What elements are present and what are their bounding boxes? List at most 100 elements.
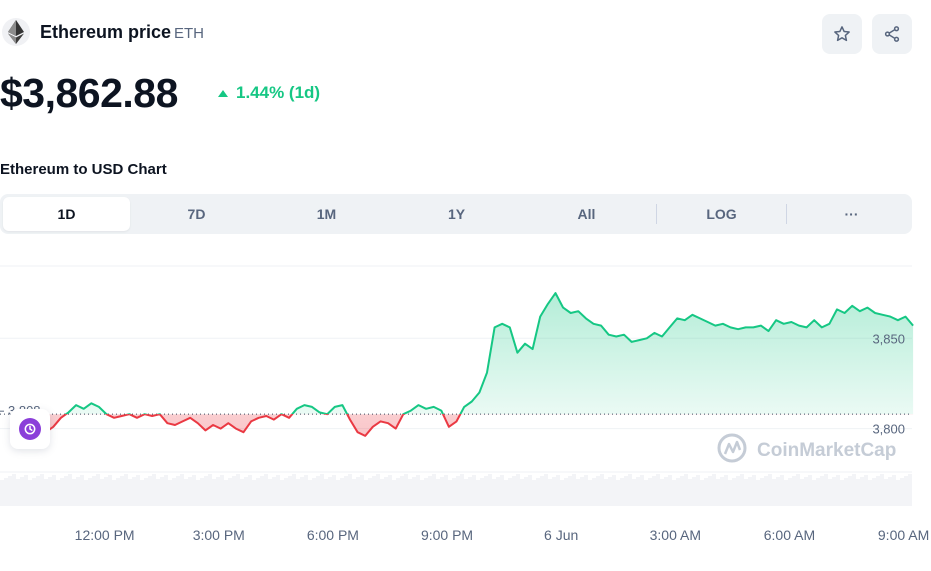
volume-bar [180, 474, 184, 506]
volume-bar [96, 474, 100, 506]
tab-all[interactable]: All [577, 206, 596, 222]
x-tick-label: 12:00 PM [75, 527, 135, 543]
volume-bar [24, 475, 28, 506]
tab-log[interactable]: LOG [706, 206, 737, 222]
volume-bar [40, 474, 44, 506]
volume-bar [428, 476, 432, 506]
volume-bar [20, 477, 24, 506]
volume-bar [604, 479, 608, 506]
tab-7d[interactable]: 7D [187, 206, 206, 222]
volume-bar [548, 479, 552, 506]
volume-bar [760, 478, 764, 506]
caret-up-icon [218, 89, 228, 97]
volume-bar [176, 476, 180, 506]
volume-bar [436, 479, 440, 506]
volume-bar [528, 475, 532, 506]
volume-bar [380, 479, 384, 506]
volume-bar [740, 474, 744, 506]
volume-bar [680, 476, 684, 506]
tab-1y[interactable]: 1Y [447, 206, 466, 222]
volume-bar [896, 480, 900, 506]
volume-bar [276, 475, 280, 506]
favorite-button[interactable] [822, 14, 862, 54]
volume-bar [748, 477, 752, 506]
volume-bar [252, 480, 256, 506]
volume-bar [588, 480, 592, 506]
tab-1d[interactable]: 1D [3, 197, 130, 231]
volume-bar [840, 480, 844, 506]
x-tick-label: 6 Jun [544, 527, 578, 543]
volume-bar [584, 475, 588, 506]
volume-bar [444, 475, 448, 506]
volume-bar [732, 478, 736, 506]
share-button[interactable] [872, 14, 912, 54]
volume-bar [336, 480, 340, 506]
volume-bar [736, 476, 740, 506]
x-tick-label: 6:00 AM [764, 527, 815, 543]
coin-symbol: ETH [174, 25, 204, 42]
volume-bar [792, 476, 796, 506]
volume-bar [240, 479, 244, 506]
volume-bar [264, 474, 268, 506]
volume-bar [200, 478, 204, 506]
volume-bar [820, 476, 824, 506]
price-change-value: 1.44% (1d) [236, 83, 321, 102]
volume-bar [304, 475, 308, 506]
volume-strip [0, 474, 912, 506]
watermark-logo: CoinMarketCap [717, 433, 896, 463]
volume-bar [672, 480, 676, 506]
y-tick-label: 3,800 [872, 422, 905, 437]
volume-bar [160, 477, 164, 506]
tab-more[interactable]: ··· [844, 206, 859, 222]
volume-bar [900, 478, 904, 506]
volume-bar [524, 477, 528, 506]
volume-bar [128, 479, 132, 506]
volume-bar [208, 474, 212, 506]
price-line-up [64, 292, 914, 415]
volume-bar [476, 480, 480, 506]
volume-bar [400, 476, 404, 506]
volume-bar [156, 479, 160, 506]
volume-bar [764, 476, 768, 506]
price-change: 1.44% (1d) [218, 83, 320, 103]
volume-bar [644, 480, 648, 506]
volume-bar [572, 474, 576, 506]
volume-bar [532, 480, 536, 506]
volume-bar [908, 474, 912, 506]
volume-bar [544, 474, 548, 506]
volume-bar [368, 478, 372, 506]
volume-bar [0, 480, 4, 506]
volume-bar [440, 477, 444, 506]
volume-bar [80, 475, 84, 506]
volume-bar [500, 475, 504, 506]
volume-bar [616, 480, 620, 506]
volume-bar [292, 474, 296, 506]
current-price: $3,862.88 [0, 70, 178, 116]
tab-1m[interactable]: 1M [316, 206, 337, 222]
history-button[interactable] [10, 409, 50, 449]
volume-bar [484, 476, 488, 506]
chart-title: Ethereum to USD Chart [0, 161, 167, 178]
volume-bar [724, 475, 728, 506]
volume-bar [576, 479, 580, 506]
volume-bar [624, 476, 628, 506]
volume-bar [460, 474, 464, 506]
volume-bar [852, 474, 856, 506]
volume-bar [824, 474, 828, 506]
volume-bar [72, 479, 76, 506]
volume-bar [188, 477, 192, 506]
volume-bar [488, 474, 492, 506]
volume-bar [592, 478, 596, 506]
volume-bar [768, 474, 772, 506]
watermark-icon [723, 440, 742, 455]
volume-bar [268, 479, 272, 506]
volume-bar [844, 478, 848, 506]
volume-bar [360, 475, 364, 506]
volume-bar [448, 480, 452, 506]
volume-bar [376, 474, 380, 506]
watermark-text: CoinMarketCap [757, 440, 896, 461]
volume-bar [124, 474, 128, 506]
volume-bar [876, 476, 880, 506]
